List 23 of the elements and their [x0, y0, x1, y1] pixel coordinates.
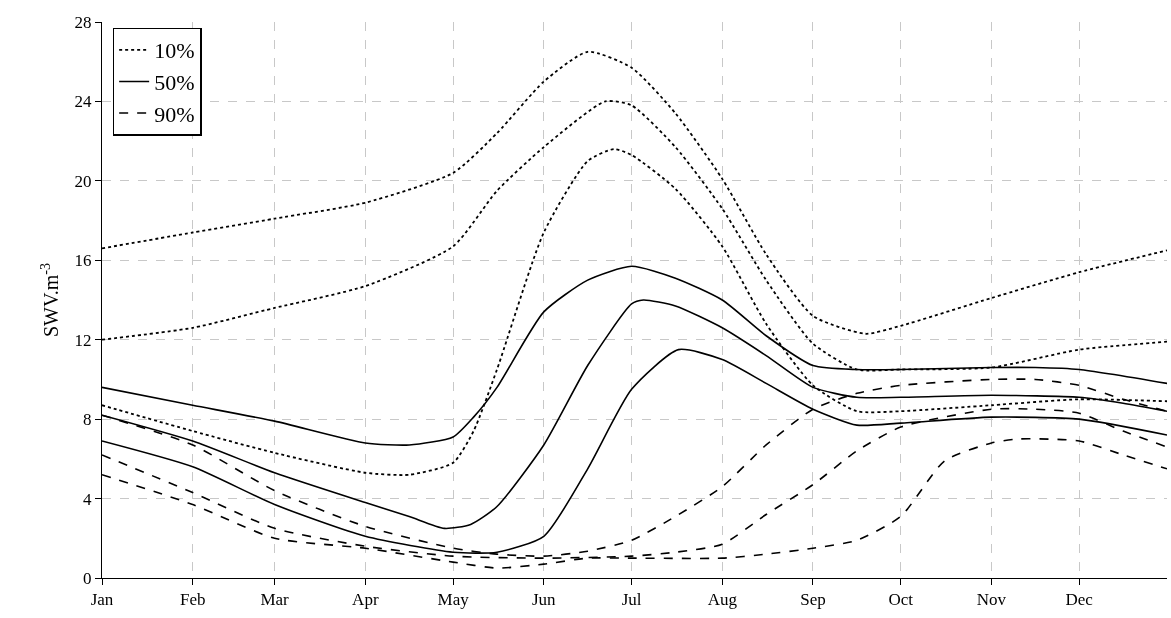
x-tick-label: Aug — [707, 590, 738, 610]
x-tick-label: Jul — [621, 590, 642, 610]
y-tick-label: 12 — [74, 330, 92, 350]
y-tick-label: 20 — [74, 171, 92, 191]
x-tick-label: Dec — [1065, 590, 1094, 610]
legend-label: 10% — [154, 38, 195, 64]
legend-label: 90% — [154, 101, 195, 127]
y-tick-label: 8 — [83, 410, 92, 430]
x-tick-label: Oct — [888, 590, 914, 610]
x-tick-label: Jun — [531, 590, 557, 610]
x-tick-label: Apr — [352, 590, 379, 610]
x-tick-label: May — [437, 590, 470, 610]
y-tick-label: 16 — [74, 251, 92, 271]
legend-label: 50% — [154, 70, 195, 96]
x-tick-label: Jan — [90, 590, 114, 610]
y-tick-label: 0 — [83, 568, 92, 588]
x-tick-label: Nov — [976, 590, 1007, 610]
x-tick-label: Feb — [179, 590, 206, 610]
y-tick-label: 4 — [83, 489, 93, 509]
y-tick-label: 28 — [74, 12, 92, 32]
x-tick-label: Mar — [260, 590, 290, 610]
y-tick-label: 24 — [74, 92, 93, 112]
x-tick-label: Sep — [800, 590, 826, 610]
